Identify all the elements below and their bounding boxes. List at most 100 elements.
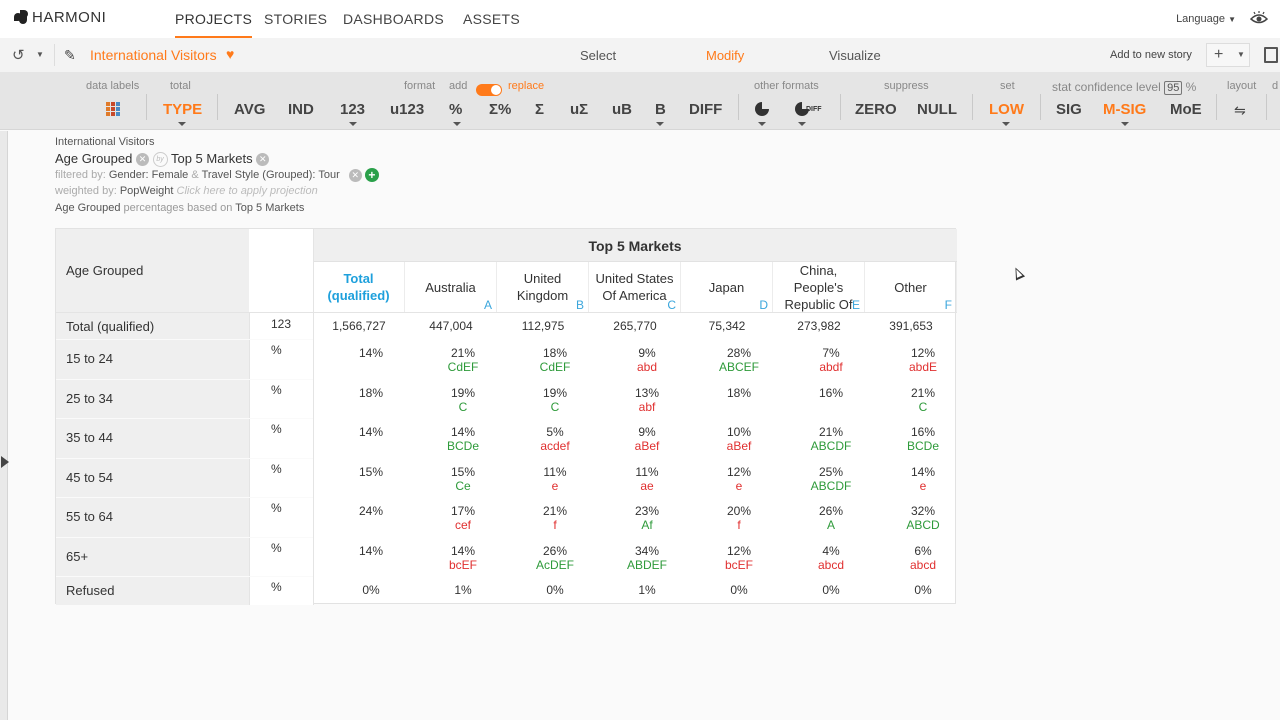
table-cell: 112,975 [497, 319, 589, 333]
chevron-down-icon [656, 122, 664, 126]
tab-assets[interactable]: ASSETS [463, 11, 521, 27]
cell-value: 34% [634, 544, 660, 558]
tab-projects[interactable]: PROJECTS [175, 11, 253, 38]
add-menu-button[interactable]: + ▼ [1206, 43, 1250, 67]
cell-value: 32% [910, 504, 936, 518]
cell-value: 12% [726, 544, 752, 558]
cell-value: 447,004 [429, 319, 473, 333]
column-variable[interactable]: Top 5 Markets [170, 151, 253, 166]
expand-panel-icon[interactable] [1, 456, 9, 468]
column-header[interactable]: Japan D [681, 262, 773, 312]
confidence-input[interactable]: 95 [1164, 81, 1183, 95]
unweighted-count-button[interactable]: u123 [390, 101, 425, 118]
app-logo[interactable]: HARMONI [14, 9, 106, 26]
row-label[interactable]: 15 to 24 [66, 351, 113, 366]
table-cell: 32% ABCD [865, 504, 957, 532]
history-icon[interactable]: ↺ [12, 47, 25, 64]
column-header[interactable]: Total (qualified) [313, 262, 405, 312]
row-variable[interactable]: Age Grouped [55, 151, 133, 166]
sig-button[interactable]: SIG [1056, 101, 1082, 118]
significance-letters: abcd [909, 558, 937, 572]
row-label[interactable]: 35 to 44 [66, 430, 113, 445]
sum-percent-button[interactable]: Σ% [489, 101, 512, 118]
crosstab-table: Age Grouped Top 5 Markets Total (qualifi… [55, 228, 957, 605]
table-cell: 447,004 [405, 319, 497, 333]
cell-value: 18% [358, 386, 384, 400]
data-labels-grid-icon[interactable] [106, 102, 120, 116]
table-cell: 265,770 [589, 319, 681, 333]
apply-projection-link[interactable]: Click here to apply projection [176, 185, 318, 197]
zero-button[interactable]: ZERO [855, 101, 897, 118]
chevron-down-icon [1002, 122, 1010, 126]
layout-icon[interactable]: ⇋ [1234, 102, 1246, 118]
significance-letters: e [735, 479, 743, 493]
excel-export-icon[interactable] [1264, 47, 1278, 63]
diff-button[interactable]: DIFF [689, 101, 723, 118]
row-label[interactable]: 55 to 64 [66, 509, 113, 524]
mode-visualize[interactable]: Visualize [829, 48, 881, 63]
null-button[interactable]: NULL [917, 101, 957, 118]
row-unit: % [271, 422, 282, 436]
remove-column-variable-icon[interactable]: ✕ [256, 153, 270, 167]
percent-button[interactable]: % [449, 101, 463, 118]
row-unit: % [271, 343, 282, 357]
chevron-down-icon[interactable]: ▼ [36, 50, 44, 59]
ind-button[interactable]: IND [288, 101, 314, 118]
column-header[interactable]: China, People's Republic Of E [773, 262, 865, 312]
sum-button[interactable]: Σ [535, 101, 545, 118]
row-label[interactable]: 25 to 34 [66, 391, 113, 406]
filter-gender[interactable]: Gender: Female [108, 168, 189, 181]
cell-value: 5% [546, 425, 564, 439]
row-label[interactable]: 45 to 54 [66, 470, 113, 485]
pie-diff-icon[interactable] [795, 102, 809, 116]
table-cell: 5% acdef [497, 425, 589, 453]
base-button[interactable]: B [655, 101, 666, 118]
replace-label: replace [508, 80, 545, 92]
significance-letters: ABDEF [626, 558, 667, 572]
cell-value: 18% [726, 386, 752, 400]
avg-button[interactable]: AVG [234, 101, 266, 118]
percent-base-column: Top 5 Markets [235, 202, 305, 214]
unweighted-base-button[interactable]: uB [612, 101, 632, 118]
row-label[interactable]: 65+ [66, 549, 89, 564]
unweighted-sum-button[interactable]: uΣ [570, 101, 589, 118]
moe-button[interactable]: MoE [1170, 101, 1202, 118]
column-letter: F [944, 298, 952, 312]
low-button[interactable]: LOW [989, 101, 1024, 118]
cell-value: 391,653 [889, 319, 933, 333]
table-cell: 75,342 [681, 319, 773, 333]
table-cell: 24% [313, 504, 405, 518]
count-button[interactable]: 123 [340, 101, 366, 118]
add-to-new-story-button[interactable]: Add to new story [1110, 49, 1192, 61]
header-divider [56, 312, 957, 313]
remove-filter-icon[interactable]: ✕ [348, 168, 362, 182]
row-label[interactable]: Refused [66, 583, 115, 598]
row-variable-header: Age Grouped [66, 263, 144, 278]
column-header[interactable]: Other F [865, 262, 957, 312]
weight-variable[interactable]: PopWeight [119, 185, 174, 197]
type-button[interactable]: TYPE [163, 101, 203, 118]
heart-icon[interactable]: ♥ [226, 46, 235, 62]
mode-select[interactable]: Select [580, 48, 617, 63]
remove-row-variable-icon[interactable]: ✕ [135, 153, 149, 167]
pencil-icon[interactable]: ✎ [64, 47, 76, 63]
document-title[interactable]: International Visitors [90, 47, 217, 63]
add-replace-toggle[interactable] [476, 84, 502, 96]
table-cell: 0% [865, 583, 957, 597]
language-dropdown[interactable]: Language ▼ [1176, 13, 1236, 25]
m-sig-button[interactable]: M-SIG [1103, 101, 1147, 118]
column-header[interactable]: United Kingdom B [497, 262, 589, 312]
column-header[interactable]: Australia A [405, 262, 497, 312]
tab-dashboards[interactable]: DASHBOARDS [343, 11, 445, 27]
mode-modify[interactable]: Modify [706, 48, 745, 63]
filter-travel-style[interactable]: Travel Style (Grouped): Tour [201, 168, 340, 181]
by-swap-icon[interactable]: by [152, 152, 168, 168]
add-filter-icon[interactable]: + [364, 168, 379, 182]
row-label[interactable]: Total (qualified) [66, 319, 155, 334]
pie-chart-icon[interactable] [755, 102, 769, 116]
column-header[interactable]: United States Of America C [589, 262, 681, 312]
cell-value: 1% [454, 583, 472, 597]
eye-icon[interactable] [1250, 11, 1268, 25]
table-cell: 18% [681, 386, 773, 400]
tab-stories[interactable]: STORIES [264, 11, 328, 27]
